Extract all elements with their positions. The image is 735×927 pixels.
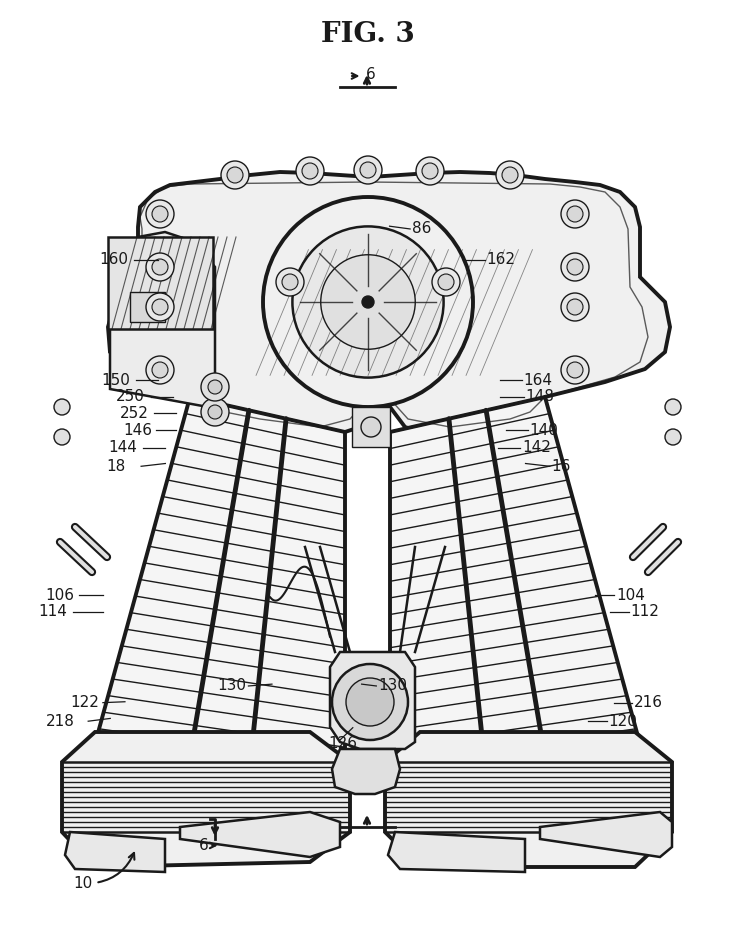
Circle shape [320,255,415,349]
Circle shape [361,417,381,437]
Circle shape [561,253,589,281]
Polygon shape [90,397,345,797]
Circle shape [293,226,444,377]
Circle shape [263,197,473,407]
Text: 148: 148 [526,389,554,404]
Circle shape [561,293,589,321]
Polygon shape [332,749,400,794]
Polygon shape [108,237,213,329]
Text: 130: 130 [379,679,407,693]
Circle shape [296,157,324,185]
Circle shape [276,268,304,296]
Text: 104: 104 [616,588,645,603]
Circle shape [282,274,298,290]
Polygon shape [388,832,525,872]
Text: 216: 216 [634,695,662,710]
Text: 86: 86 [412,222,431,236]
Polygon shape [330,652,415,749]
Circle shape [422,163,438,179]
Text: 6: 6 [198,838,208,853]
Bar [130,292,165,322]
Text: 142: 142 [522,440,551,455]
Text: 252: 252 [120,406,148,421]
Circle shape [432,268,460,296]
Text: 126: 126 [329,736,357,751]
Circle shape [416,157,444,185]
Circle shape [567,362,583,378]
Polygon shape [62,732,350,867]
Text: 144: 144 [109,440,137,455]
Circle shape [496,161,524,189]
Text: 16: 16 [551,459,570,474]
Circle shape [362,296,374,308]
Circle shape [146,253,174,281]
Circle shape [567,206,583,222]
Text: 120: 120 [609,714,637,729]
Circle shape [208,380,222,394]
Circle shape [502,167,518,183]
Circle shape [567,259,583,275]
Circle shape [346,678,394,726]
Circle shape [152,259,168,275]
Text: 150: 150 [101,373,130,387]
Polygon shape [180,812,340,857]
Circle shape [438,274,454,290]
Polygon shape [390,397,645,797]
Circle shape [227,167,243,183]
Circle shape [360,162,376,178]
Polygon shape [385,732,672,867]
Text: 140: 140 [529,423,558,438]
Text: 250: 250 [116,389,145,404]
Circle shape [561,356,589,384]
Circle shape [665,399,681,415]
Text: 18: 18 [107,459,126,474]
Circle shape [201,373,229,401]
Circle shape [146,293,174,321]
Circle shape [152,206,168,222]
Text: 114: 114 [38,604,67,619]
Circle shape [354,156,382,184]
Polygon shape [110,232,215,407]
Text: 6: 6 [366,67,376,82]
Circle shape [221,161,249,189]
Text: 112: 112 [631,604,659,619]
Text: 218: 218 [46,714,74,729]
Circle shape [146,200,174,228]
Circle shape [152,362,168,378]
Circle shape [567,299,583,315]
Polygon shape [65,832,165,872]
Text: FIG. 3: FIG. 3 [320,20,415,48]
Circle shape [54,429,70,445]
Text: 162: 162 [487,252,515,267]
Circle shape [665,429,681,445]
Text: 164: 164 [523,373,552,387]
Text: 122: 122 [70,695,98,710]
Text: 160: 160 [99,252,128,267]
Polygon shape [540,812,672,857]
Text: 10: 10 [74,853,135,891]
Circle shape [208,405,222,419]
Circle shape [302,163,318,179]
Polygon shape [352,407,390,447]
Text: 146: 146 [123,423,152,438]
Circle shape [152,299,168,315]
Text: 106: 106 [46,588,74,603]
Circle shape [54,399,70,415]
Circle shape [332,664,408,740]
Polygon shape [108,172,670,437]
Circle shape [201,398,229,426]
Circle shape [561,200,589,228]
Text: 130: 130 [218,679,246,693]
Circle shape [146,356,174,384]
